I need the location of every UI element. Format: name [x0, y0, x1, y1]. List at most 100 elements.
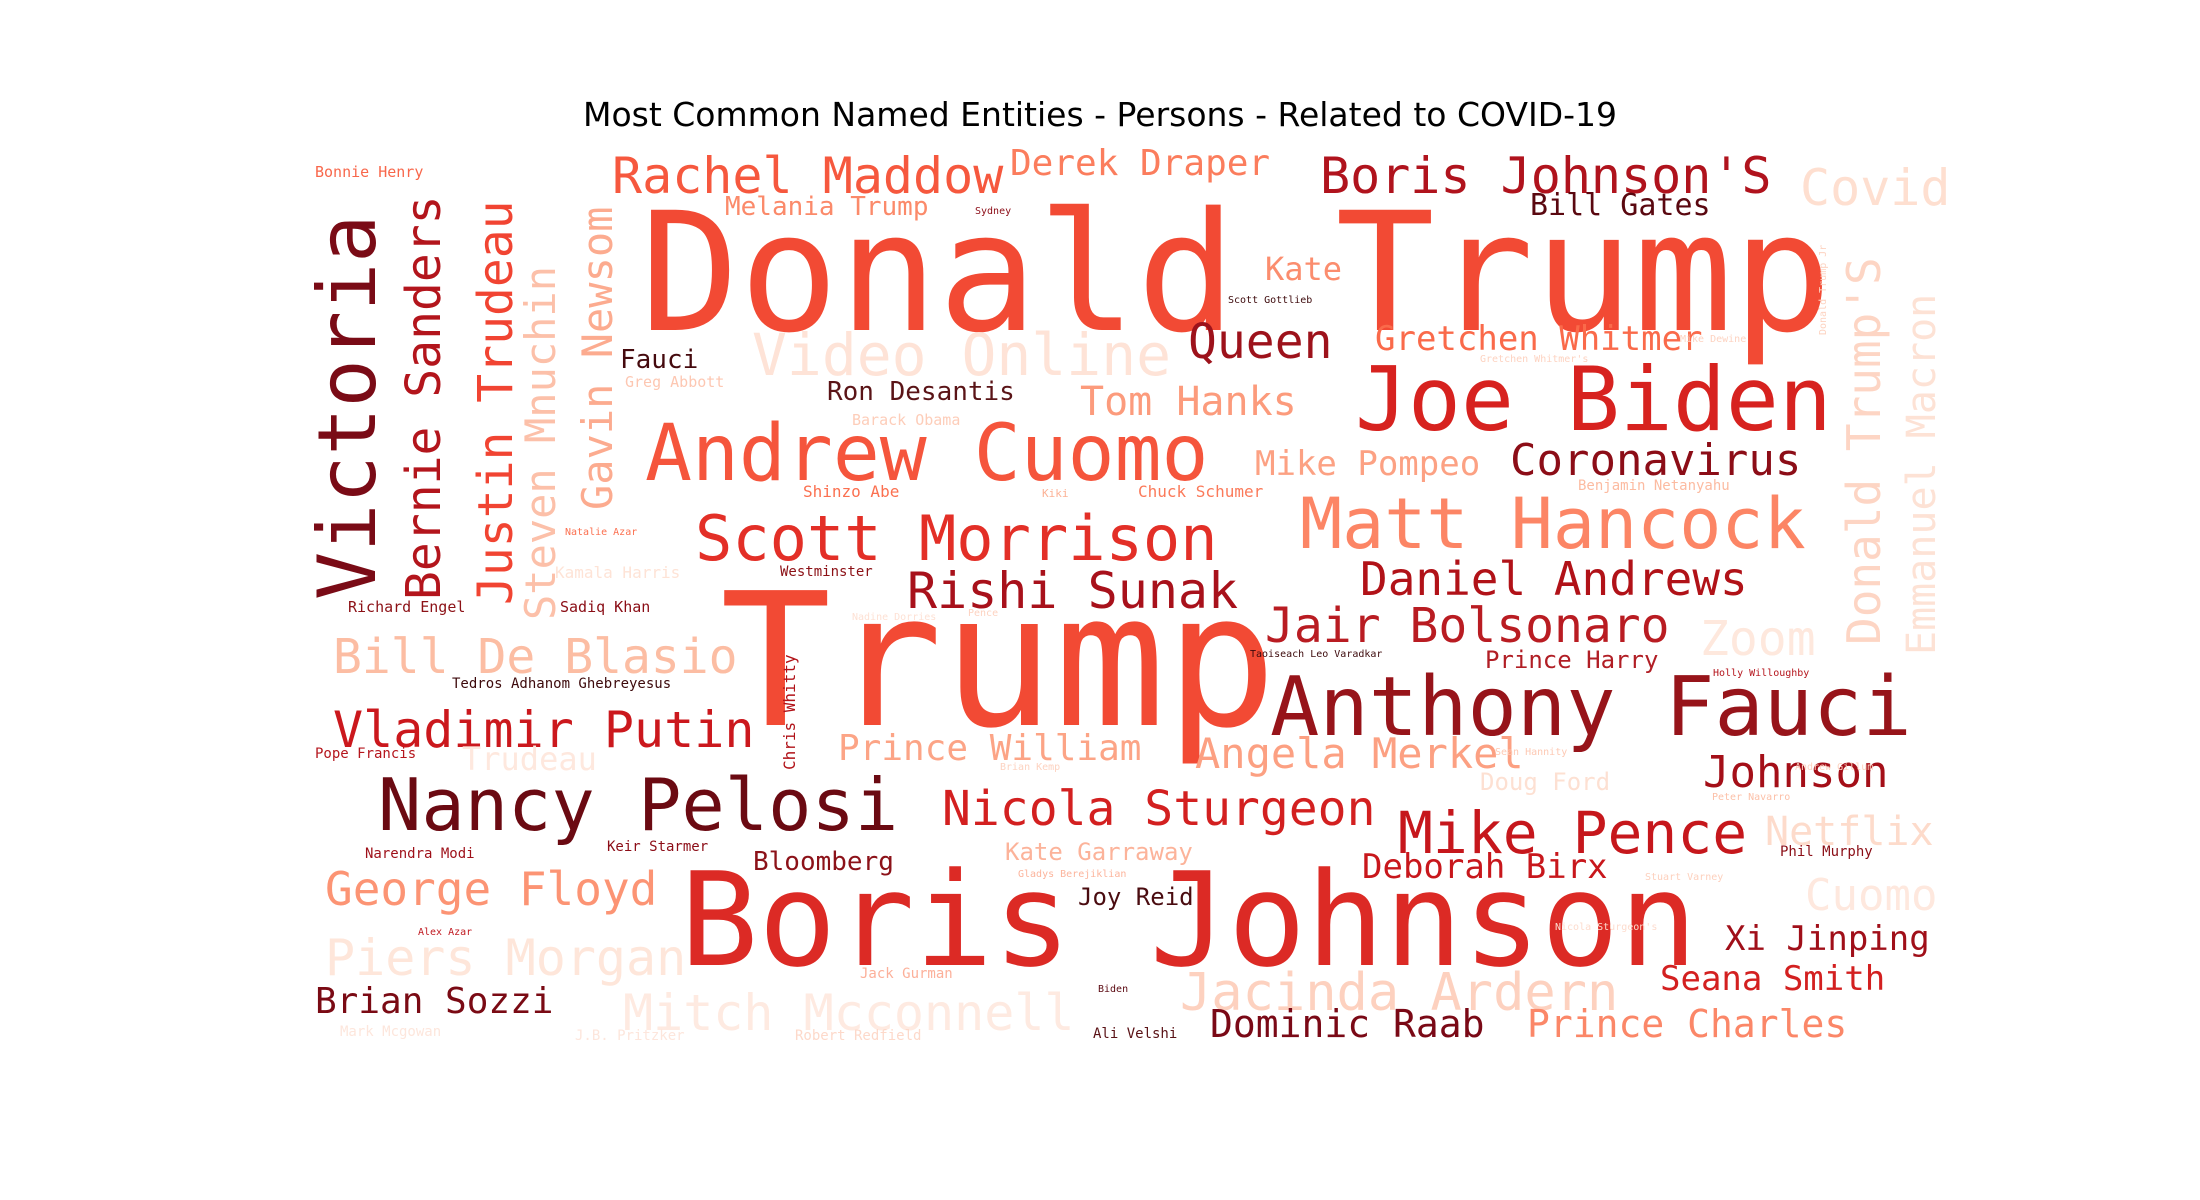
word-vladimir-putin: Vladimir Putin	[333, 701, 754, 759]
word-benjamin-netanyahu: Benjamin Netanyahu	[1578, 478, 1730, 494]
word-taoiseach-leo-varadkar: Taoiseach Leo Varadkar	[1250, 649, 1382, 660]
word-dominic-raab: Dominic Raab	[1210, 1002, 1485, 1046]
word-netflix: Netflix	[1765, 809, 1934, 855]
word-holly-willoughby: Holly Willoughby	[1713, 668, 1809, 679]
word-queen: Queen	[1188, 314, 1333, 370]
word-mike-dewine: Mike Dewine	[1680, 334, 1746, 345]
word-justin-trudeau: Justin Trudeau	[468, 200, 524, 605]
word-brian-kemp: Brian Kemp	[1000, 762, 1060, 773]
word-xi-jinping: Xi Jinping	[1725, 919, 1930, 959]
word-joe-biden: Joe Biden	[1355, 348, 1832, 451]
word-zoom: Zoom	[1700, 611, 1816, 667]
word-robert-redfield: Robert Redfield	[795, 1028, 921, 1044]
word-natalie-azar: Natalie Azar	[565, 527, 637, 538]
word-kate-garraway: Kate Garraway	[1005, 838, 1193, 866]
word-shinzo-abe: Shinzo Abe	[803, 482, 899, 501]
word-andrew-gillum: Andrew Gillum	[1795, 762, 1873, 773]
word-boris-johnson: Boris Johnson	[680, 844, 1697, 996]
word-daniel-andrews: Daniel Andrews	[1360, 552, 1748, 606]
word-bonnie-henry: Bonnie Henry	[315, 163, 423, 181]
word-deborah-birx: Deborah Birx	[1362, 847, 1608, 887]
word-nicola-sturgeon-s: Nicola Sturgeon's	[1555, 922, 1657, 933]
word-boris-johnson-s: Boris Johnson'S	[1320, 147, 1772, 205]
word-stuart-varney: Stuart Varney	[1645, 872, 1723, 883]
word-trump: Trump	[720, 553, 1277, 769]
word-kate: Kate	[1265, 250, 1342, 288]
word-chuck-schumer: Chuck Schumer	[1138, 482, 1264, 501]
word-donald-trump-jr: Donald Trump Jr	[1818, 245, 1829, 335]
word-angela-merkel: Angela Merkel	[1195, 729, 1524, 778]
word-sadiq-khan: Sadiq Khan	[560, 598, 650, 616]
word-sean-hannity: Sean Hannity	[1495, 747, 1567, 758]
word-tom-hanks: Tom Hanks	[1080, 379, 1297, 425]
word-biden: Biden	[1098, 984, 1128, 995]
word-kamala-harris: Kamala Harris	[555, 563, 680, 582]
word-prince-harry: Prince Harry	[1485, 646, 1658, 674]
word-donald-trump: Donald Trump	[640, 177, 1832, 369]
word-rishi-sunak: Rishi Sunak	[907, 562, 1238, 620]
word-greg-abbott: Greg Abbott	[625, 373, 724, 391]
word-fauci: Fauci	[620, 345, 698, 375]
word-nicola-sturgeon: Nicola Sturgeon	[942, 781, 1375, 837]
word-gretchen-whitmer-s: Gretchen Whitmer's	[1480, 354, 1588, 365]
word-doug-ford: Doug Ford	[1480, 768, 1610, 796]
word-ron-desantis: Ron Desantis	[827, 377, 1015, 407]
word-gavin-newsom: Gavin Newsom	[573, 207, 622, 510]
word-bloomberg: Bloomberg	[753, 847, 894, 877]
word-anthony-fauci: Anthony Fauci	[1270, 660, 1912, 755]
word-mitch-mcconnell: Mitch Mcconnell	[623, 984, 1075, 1042]
word-pence: Pence	[968, 608, 998, 619]
word-covid: Covid	[1800, 159, 1951, 217]
word-prince-charles: Prince Charles	[1527, 1002, 1847, 1046]
word-richard-engel: Richard Engel	[348, 598, 465, 616]
word-keir-starmer: Keir Starmer	[607, 839, 708, 855]
word-johnson: Johnson	[1703, 747, 1888, 798]
word-matt-hancock: Matt Hancock	[1300, 483, 1806, 565]
word-bill-gates: Bill Gates	[1530, 188, 1711, 223]
word-seana-smith: Seana Smith	[1660, 959, 1885, 999]
word-chris-whitty: Chris Whitty	[780, 654, 799, 770]
chart-title: Most Common Named Entities - Persons - R…	[582, 95, 1618, 134]
word-video-online: Video Online	[752, 321, 1171, 389]
word-sydney: Sydney	[975, 206, 1011, 217]
word-alex-azar: Alex Azar	[418, 927, 472, 938]
word-steven-mnuchin: Steven Mnuchin	[516, 266, 565, 620]
word-donald-trump-s: Donald Trump'S	[1837, 257, 1891, 645]
word-gladys-berejiklian: Gladys Berejiklian	[1018, 869, 1126, 880]
word-bill-de-blasio: Bill De Blasio	[333, 629, 738, 685]
word-narendra-modi: Narendra Modi	[365, 846, 475, 862]
word-trudeau: Trudeau	[462, 740, 597, 778]
word-cuomo: Cuomo	[1805, 870, 1937, 921]
word-mike-pompeo: Mike Pompeo	[1255, 444, 1480, 484]
word-scott-morrison: Scott Morrison	[695, 502, 1218, 575]
word-nadine-dorries: Nadine Dorries	[852, 612, 936, 623]
word-pope-francis: Pope Francis	[315, 746, 416, 762]
word-derek-draper: Derek Draper	[1010, 143, 1270, 184]
word-phil-murphy: Phil Murphy	[1780, 844, 1873, 860]
word-george-floyd: George Floyd	[325, 862, 657, 916]
word-jacinda-ardern: Jacinda Ardern	[1180, 963, 1618, 1023]
word-barack-obama: Barack Obama	[852, 411, 960, 429]
word-brian-sozzi: Brian Sozzi	[315, 981, 553, 1022]
word-jack-gurman: Jack Gurman	[860, 966, 953, 982]
word-rachel-maddow: Rachel Maddow	[612, 147, 1004, 205]
word-westminster: Westminster	[780, 564, 873, 580]
word-emmanuel-macron: Emmanuel Macron	[1899, 294, 1945, 655]
word-joy-reid: Joy Reid	[1078, 883, 1194, 911]
word-j-b-pritzker: J.B. Pritzker	[575, 1028, 685, 1044]
word-piers-morgan: Piers Morgan	[325, 929, 686, 987]
word-melania-trump: Melania Trump	[725, 192, 929, 222]
word-tedros-adhanom-ghebreyesus: Tedros Adhanom Ghebreyesus	[452, 676, 671, 692]
word-gretchen-whitmer: Gretchen Whitmer	[1375, 319, 1703, 359]
word-mike-pence: Mike Pence	[1398, 799, 1747, 867]
word-coronavirus: Coronavirus	[1510, 435, 1801, 486]
word-victoria: Victoria	[301, 215, 394, 600]
word-scott-gottlieb: Scott Gottlieb	[1228, 295, 1312, 306]
word-prince-william: Prince William	[838, 728, 1141, 769]
word-ali-velshi: Ali Velshi	[1093, 1026, 1177, 1042]
word-kiki: Kiki	[1042, 487, 1069, 500]
word-bernie-sanders: Bernie Sanders	[396, 195, 452, 600]
word-jair-bolsonaro: Jair Bolsonaro	[1265, 598, 1670, 654]
